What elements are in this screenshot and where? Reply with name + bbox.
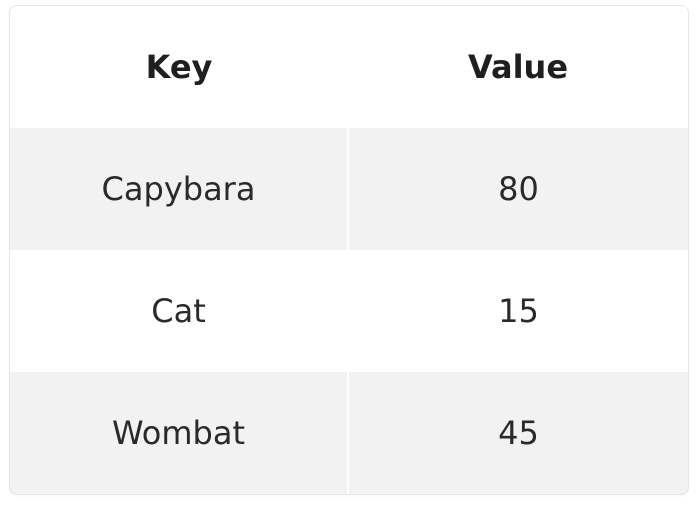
key-cell: Cat: [10, 250, 349, 372]
key-cell: Capybara: [10, 128, 349, 250]
value-cell: 80: [348, 128, 688, 250]
table-row: Cat 15: [10, 250, 688, 372]
key-value-table: Key Value Capybara 80 Cat 15 Wombat 45: [10, 6, 688, 494]
table-row: Capybara 80: [10, 128, 688, 250]
column-header-value: Value: [348, 6, 688, 128]
data-table-card: Key Value Capybara 80 Cat 15 Wombat 45: [9, 5, 689, 495]
header-row: Key Value: [10, 6, 688, 128]
value-cell: 45: [348, 372, 688, 494]
table-header: Key Value: [10, 6, 688, 128]
column-header-key: Key: [10, 6, 348, 128]
value-cell: 15: [348, 250, 688, 372]
key-cell: Wombat: [10, 372, 349, 494]
table-body: Capybara 80 Cat 15 Wombat 45: [10, 128, 688, 494]
table-row: Wombat 45: [10, 372, 688, 494]
